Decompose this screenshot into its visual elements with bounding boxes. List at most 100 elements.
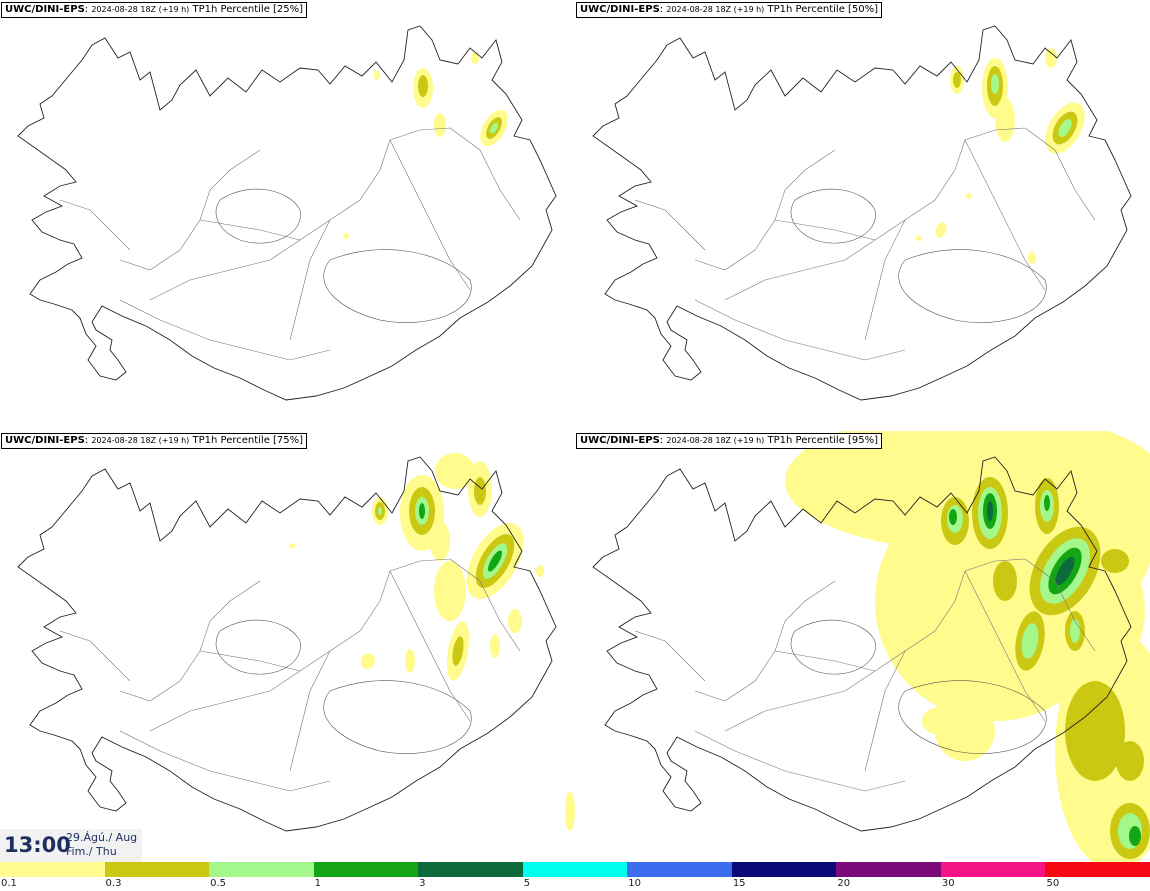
- map-panel-p25: UWC/DINI-EPS: 2024-08-28 18Z (+19 h) TP1…: [0, 0, 575, 431]
- road-line: [1024, 127, 1096, 221]
- glacier-outline: [790, 619, 876, 675]
- weekday-line: Fim./ Thu: [66, 845, 117, 858]
- road-line: [964, 139, 1046, 291]
- precip-area: [1044, 495, 1050, 511]
- precip-area: [1101, 549, 1129, 573]
- precip-area: [360, 653, 376, 669]
- precip-legend: 0.1 0.3 0.5 1 3 5 10 15 20 30 50: [0, 862, 1150, 891]
- precip-area: [1021, 623, 1039, 659]
- map-panel-p50: UWC/DINI-EPS: 2024-08-28 18Z (+19 h) TP1…: [575, 0, 1150, 431]
- legend-swatch: [0, 862, 105, 877]
- precip-area: [908, 651, 922, 671]
- coastline: [17, 456, 557, 832]
- legend-swatch: [104, 862, 210, 877]
- precip-area: [991, 74, 999, 94]
- precip-shading: [785, 431, 1150, 862]
- coastline: [592, 456, 1132, 832]
- road-line: [119, 149, 261, 271]
- panel-title: UWC/DINI-EPS: 2024-08-28 18Z (+19 h) TP1…: [1, 2, 308, 18]
- iceland-map: [592, 431, 1150, 862]
- precip-area: [1045, 48, 1057, 68]
- legend-tick-label: 10: [628, 878, 641, 889]
- coastline: [17, 25, 557, 401]
- glacier-outline: [790, 188, 876, 244]
- legend-tick-label: 0.3: [105, 878, 122, 889]
- iceland-map: [592, 25, 1132, 401]
- precip-area: [935, 222, 947, 238]
- road-line: [199, 650, 301, 672]
- precip-area: [993, 561, 1017, 601]
- precip-area: [430, 521, 450, 561]
- precip-area: [1065, 681, 1125, 781]
- road-line: [864, 219, 906, 341]
- glacier-outline: [215, 619, 301, 675]
- legend-swatch: [209, 862, 314, 877]
- precip-area: [418, 75, 428, 97]
- precip-area: [966, 193, 972, 199]
- road-line: [59, 630, 131, 682]
- road-line: [289, 219, 331, 341]
- precip-area: [1028, 252, 1036, 264]
- coastline: [592, 25, 1132, 401]
- precip-area: [434, 113, 446, 137]
- precip-area: [490, 122, 498, 134]
- road-line: [199, 219, 301, 241]
- precip-area: [508, 609, 522, 633]
- road-line: [864, 650, 906, 772]
- legend-swatch: [836, 862, 941, 877]
- glacier-outline: [898, 680, 1047, 754]
- legend-color-bar: [0, 862, 1150, 877]
- precip-area: [378, 507, 382, 515]
- precip-area: [343, 233, 349, 239]
- legend-swatch: [731, 862, 837, 877]
- precip-shading: [916, 48, 1085, 264]
- legend-swatch: [418, 862, 523, 877]
- panel-title: UWC/DINI-EPS: 2024-08-28 18Z (+19 h) TP1…: [576, 433, 883, 449]
- glacier-outline: [323, 680, 472, 754]
- precip-area: [915, 621, 995, 701]
- legend-swatch: [627, 862, 732, 877]
- precip-area: [405, 649, 415, 673]
- road-line: [694, 299, 906, 361]
- legend-swatch: [522, 862, 628, 877]
- precip-area: [474, 477, 486, 505]
- road-line: [389, 139, 471, 291]
- valid-date: 29.Ágú./ Aug Fim./ Thu: [66, 831, 137, 859]
- precip-area: [488, 550, 502, 572]
- road-line: [634, 630, 706, 682]
- precip-area: [916, 235, 922, 241]
- legend-swatch: [313, 862, 419, 877]
- precip-shading: [343, 52, 508, 239]
- legend-swatch: [940, 862, 1046, 877]
- precip-area: [949, 509, 957, 525]
- legend-tick-label: 3: [419, 878, 426, 889]
- road-line: [289, 650, 331, 772]
- legend-tick-label: 0.5: [210, 878, 226, 889]
- precip-area: [419, 503, 425, 519]
- road-line: [694, 730, 906, 792]
- precip-shading: [289, 453, 575, 831]
- road-line: [774, 219, 876, 241]
- precip-area: [435, 453, 475, 489]
- valid-time-box: 13:00 29.Ágú./ Aug Fim./ Thu: [0, 829, 142, 862]
- road-line: [694, 580, 836, 702]
- iceland-map: [17, 453, 575, 832]
- road-line: [389, 570, 471, 722]
- precip-area: [922, 707, 958, 735]
- road-line: [449, 558, 521, 652]
- glacier-outline: [898, 249, 1047, 323]
- road-line: [149, 558, 451, 732]
- panel-title: UWC/DINI-EPS: 2024-08-28 18Z (+19 h) TP1…: [576, 2, 883, 18]
- panel-title: UWC/DINI-EPS: 2024-08-28 18Z (+19 h) TP1…: [1, 433, 308, 449]
- precip-area: [869, 513, 881, 529]
- road-line: [1024, 558, 1096, 652]
- legend-tick-label: 30: [941, 878, 955, 889]
- precip-area: [452, 636, 464, 666]
- map-panel-p75: UWC/DINI-EPS: 2024-08-28 18Z (+19 h) TP1…: [0, 431, 575, 862]
- precip-area: [1116, 741, 1144, 781]
- precip-area: [1070, 619, 1080, 643]
- road-line: [634, 199, 706, 251]
- precip-area: [1058, 118, 1072, 138]
- precip-area: [434, 561, 466, 621]
- precip-area: [1129, 826, 1141, 846]
